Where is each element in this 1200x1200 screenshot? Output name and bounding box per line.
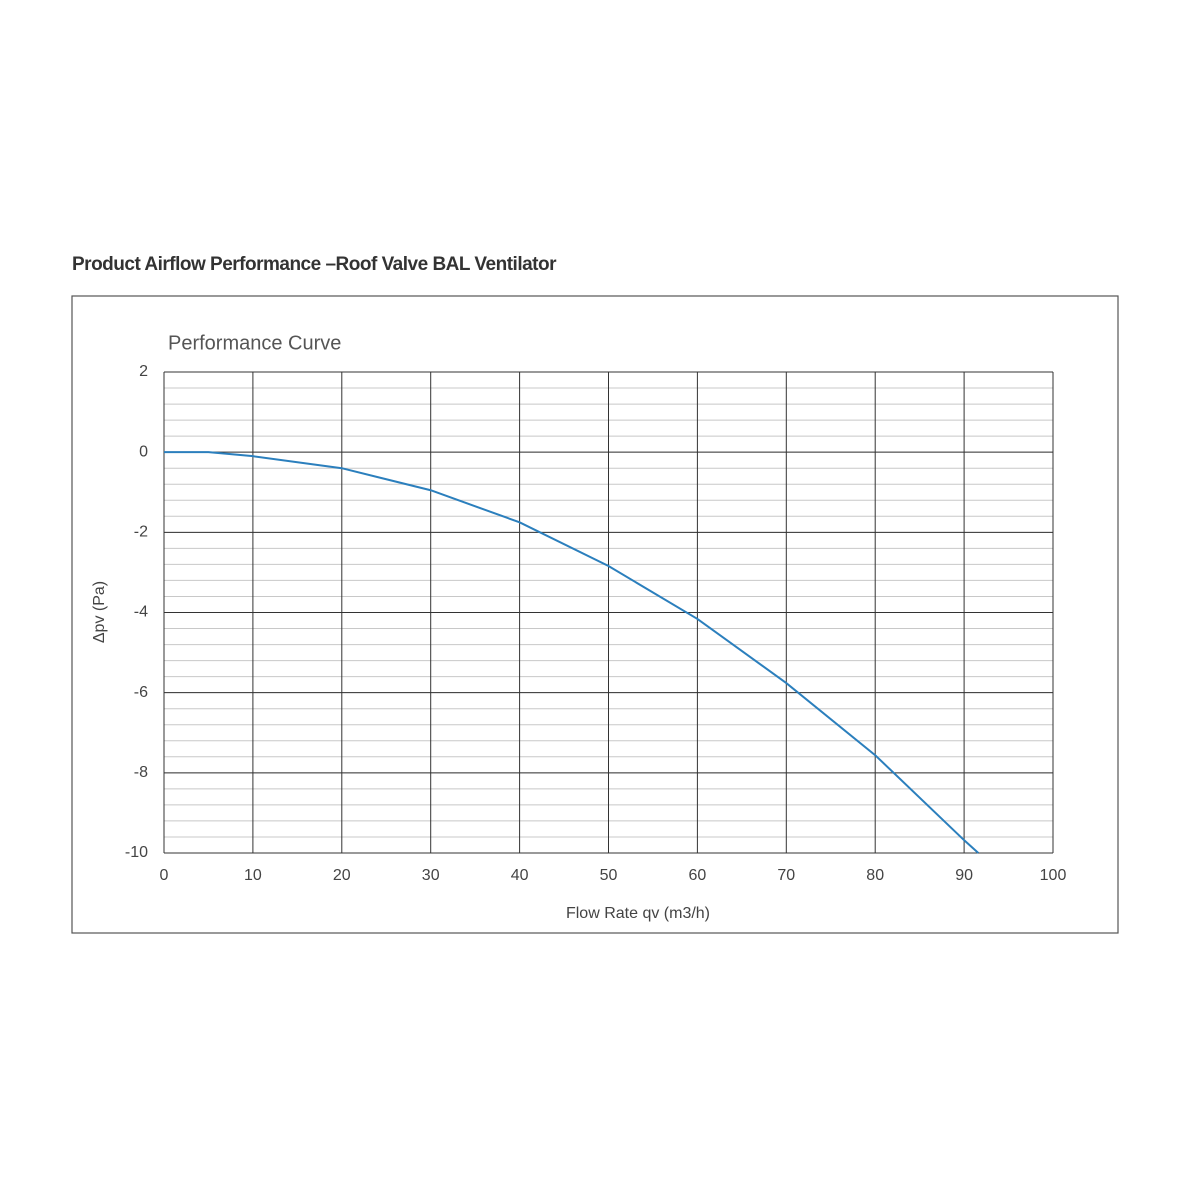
page-title: Product Airflow Performance –Roof Valve … (72, 254, 557, 275)
y-tick-label: 0 (139, 443, 148, 460)
x-axis-label: Flow Rate qv (m3/h) (566, 905, 710, 922)
y-tick-label: -4 (134, 604, 148, 621)
y-axis-label: Δpv (Pa) (91, 581, 108, 643)
y-tick-label: -2 (134, 524, 148, 541)
y-tick-label: -10 (125, 844, 148, 861)
x-tick-label: 90 (955, 867, 973, 884)
y-tick-label: -8 (134, 764, 148, 781)
x-tick-label: 0 (160, 867, 169, 884)
x-tick-label: 50 (600, 867, 618, 884)
x-tick-label: 60 (689, 867, 707, 884)
x-tick-label: 80 (866, 867, 884, 884)
x-tick-label: 40 (511, 867, 529, 884)
x-tick-label: 100 (1040, 867, 1067, 884)
y-tick-label: -6 (134, 684, 148, 701)
chart-title: Performance Curve (168, 332, 341, 354)
x-tick-label: 10 (244, 867, 262, 884)
chart-frame (71, 295, 1119, 934)
x-tick-label: 70 (777, 867, 795, 884)
x-tick-label: 20 (333, 867, 351, 884)
curve (164, 451, 979, 854)
y-tick-label: 2 (139, 363, 148, 380)
x-tick-label: 30 (422, 867, 440, 884)
